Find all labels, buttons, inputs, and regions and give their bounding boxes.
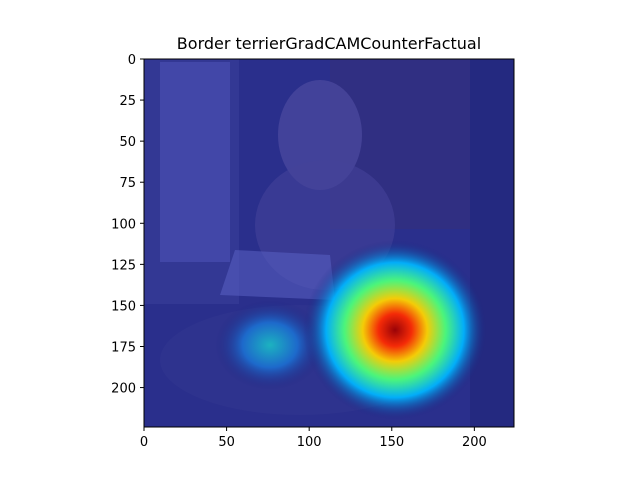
heatmap-image	[144, 59, 514, 427]
x-tick-label: 150	[379, 435, 404, 450]
y-tick-label: 150	[111, 299, 136, 314]
x-axis: 0 50 100 150 200	[140, 427, 487, 450]
y-axis: 0 25 50 75 100 125 150 175 200	[111, 53, 144, 397]
y-tick-label: 175	[111, 341, 136, 356]
x-tick-label: 0	[140, 435, 148, 450]
x-tick-label: 50	[218, 435, 235, 450]
y-tick-label: 100	[111, 217, 136, 232]
x-tick-label: 200	[462, 435, 487, 450]
hotspot-primary	[303, 240, 487, 420]
y-tick-label: 50	[119, 135, 136, 150]
y-tick-label: 125	[111, 258, 136, 273]
y-tick-label: 200	[111, 382, 136, 397]
x-tick-label: 100	[297, 435, 322, 450]
axes-frame	[143, 58, 515, 428]
hotspot-secondary	[215, 300, 325, 390]
y-tick-label: 0	[128, 53, 136, 68]
y-tick-label: 25	[119, 94, 136, 109]
chart-title: Border terrierGradCAMCounterFactual	[176, 34, 482, 53]
y-tick-label: 75	[119, 176, 136, 191]
